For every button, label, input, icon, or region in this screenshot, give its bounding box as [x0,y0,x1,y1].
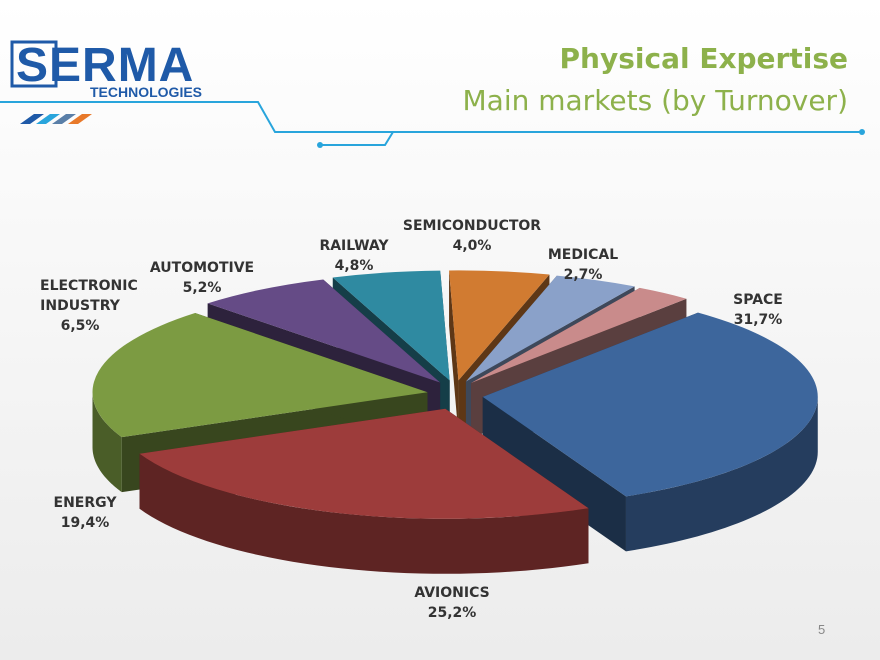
deco-dot [317,142,323,148]
slice [465,275,635,382]
value-label: 2,7% [563,267,603,283]
deco-line [0,101,862,133]
slice [139,408,589,519]
slice-label: ENERGY [53,495,117,511]
slice-label: AVIONICS [414,585,490,601]
deco-line [320,131,394,146]
slice-label: SPACE [733,292,783,308]
slice-side [92,392,122,493]
value-label: 19,4% [60,515,110,531]
chart-subtitle: Main markets (by Turnover) [462,84,849,117]
pie [92,270,818,574]
chart-title: Physical Expertise [559,42,848,75]
stripes [20,114,92,124]
slice-side [482,396,626,552]
logo: SERMA [16,39,195,92]
slice-label: ELECTRONIC INDUSTRY [40,278,138,314]
slice [449,270,550,381]
value-label: 4,0% [452,238,492,254]
slice-side [625,396,818,552]
slice [207,279,441,383]
value-label: 5,2% [182,280,222,296]
slice-label: SEMICONDUCTOR [402,218,542,234]
value-label: 6,5% [60,318,100,334]
logo-tagline: TECHNOLOGIES [90,84,203,100]
logo-box [10,40,58,88]
slice [482,312,818,497]
deco-dot [859,129,865,135]
slice [92,312,428,438]
slice-side [449,270,459,436]
value-label: 25,2% [427,605,477,621]
page-number: 5 [818,622,826,637]
value-label: 31,7% [733,312,783,328]
slice-side [139,453,589,574]
slice [332,270,450,381]
slice-label: MEDICAL [547,247,619,263]
slice [471,287,687,383]
value-label: 4,8% [334,258,374,274]
slice-label: AUTOMOTIVE [149,260,255,276]
slice-label: RAILWAY [319,238,389,254]
